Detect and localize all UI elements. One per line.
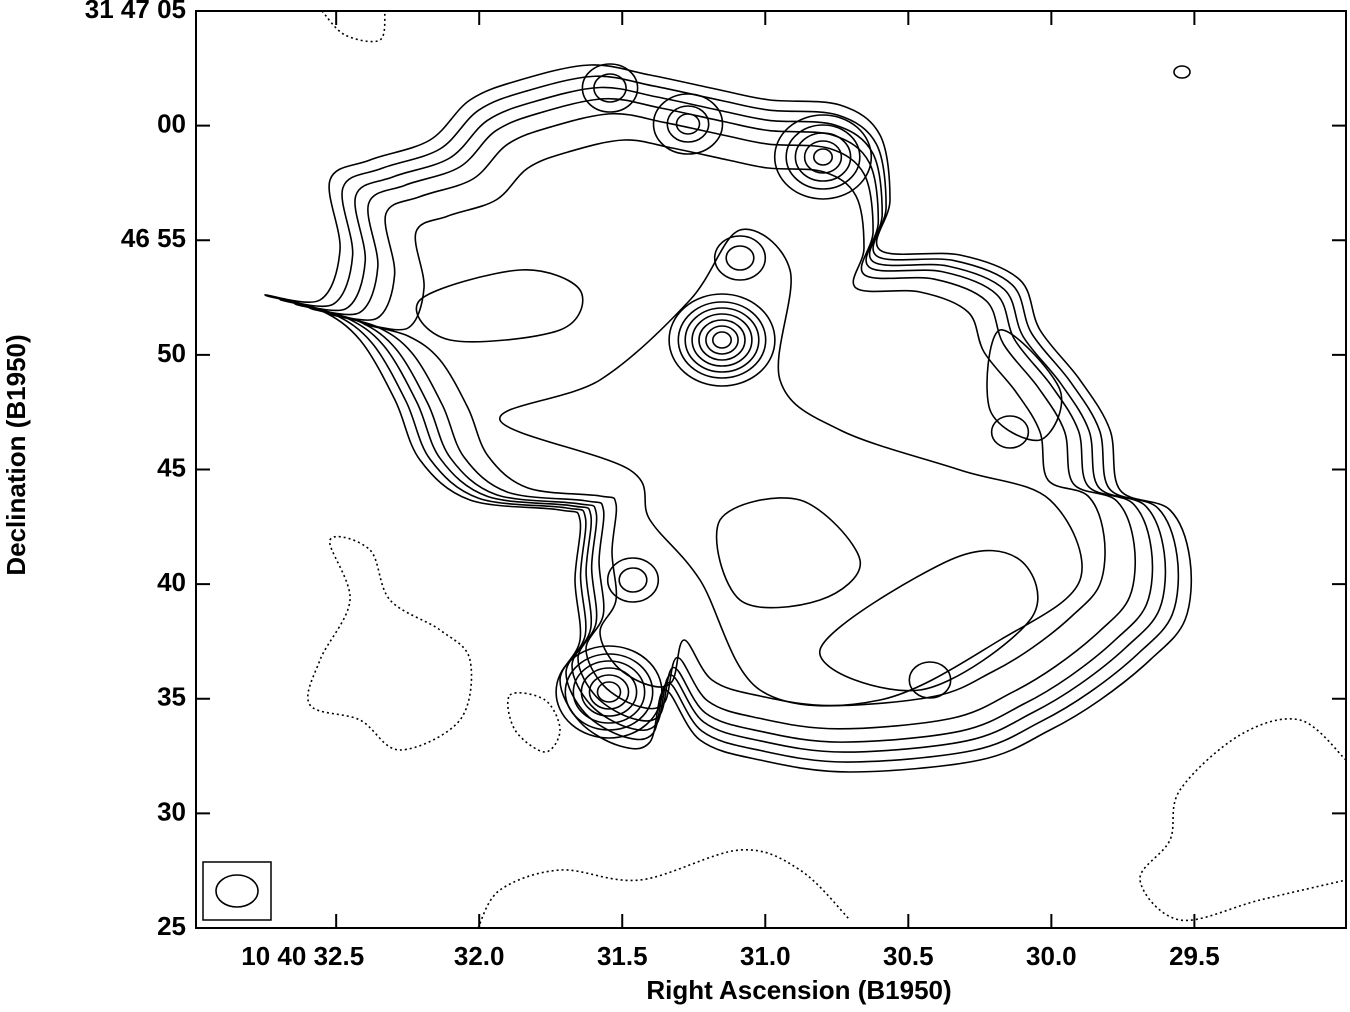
contour bbox=[986, 329, 1063, 442]
beam bbox=[215, 874, 259, 908]
contour bbox=[725, 245, 755, 271]
contour bbox=[581, 63, 639, 113]
y-axis-label: Declination (B1950) bbox=[1, 334, 31, 575]
y-tick-label: 25 bbox=[157, 911, 186, 941]
y-tick-label: 40 bbox=[157, 567, 186, 597]
x-tick-label: 30.5 bbox=[883, 941, 934, 971]
contour bbox=[593, 73, 627, 103]
contour bbox=[698, 319, 746, 361]
beam-box bbox=[202, 861, 272, 921]
contour bbox=[677, 301, 767, 379]
y-tick-label: 45 bbox=[157, 452, 186, 482]
y-tick-label: 00 bbox=[157, 109, 186, 139]
y-tick-label: 30 bbox=[157, 796, 186, 826]
x-tick-label: 31.0 bbox=[740, 941, 791, 971]
contour bbox=[618, 567, 648, 593]
contour bbox=[684, 307, 760, 373]
contour bbox=[990, 415, 1030, 449]
contour bbox=[499, 228, 1083, 707]
contour bbox=[415, 269, 584, 343]
plot-frame bbox=[195, 10, 1347, 929]
contour bbox=[785, 124, 861, 190]
negative-contour bbox=[1139, 718, 1347, 922]
y-tick-label: 31 47 05 bbox=[85, 0, 186, 24]
x-tick-label: 29.5 bbox=[1169, 941, 1220, 971]
contour bbox=[264, 64, 1193, 773]
contour bbox=[675, 113, 701, 135]
contour bbox=[596, 681, 622, 703]
contour bbox=[803, 140, 843, 174]
contour bbox=[668, 293, 776, 387]
contour bbox=[606, 557, 660, 603]
contour bbox=[363, 139, 1106, 707]
negative-contour bbox=[307, 535, 473, 751]
contour bbox=[794, 132, 852, 182]
negative-contour bbox=[507, 692, 561, 753]
contour bbox=[666, 105, 710, 143]
contour bbox=[572, 660, 646, 724]
y-tick-label: 50 bbox=[157, 338, 186, 368]
contour bbox=[705, 325, 739, 355]
x-tick-label: 10 40 32.5 bbox=[241, 941, 364, 971]
x-axis-label: Right Ascension (B1950) bbox=[646, 975, 951, 1005]
y-tick-label: 35 bbox=[157, 682, 186, 712]
y-tick-label: 46 55 bbox=[121, 223, 186, 253]
contour bbox=[293, 86, 1167, 753]
contour bbox=[1173, 65, 1191, 79]
contour bbox=[308, 97, 1154, 743]
contour bbox=[279, 75, 1180, 763]
contour bbox=[580, 667, 638, 717]
contour bbox=[588, 674, 630, 710]
contour bbox=[773, 114, 873, 200]
contour bbox=[555, 645, 663, 739]
negative-contour bbox=[321, 10, 386, 43]
contour bbox=[908, 661, 952, 699]
contour bbox=[711, 331, 732, 349]
x-tick-label: 30.0 bbox=[1026, 941, 1077, 971]
contour bbox=[691, 313, 753, 367]
contour bbox=[564, 653, 654, 731]
x-tick-label: 32.0 bbox=[454, 941, 505, 971]
contour bbox=[652, 93, 724, 155]
contour bbox=[819, 549, 1039, 692]
contour bbox=[328, 112, 1137, 730]
contours bbox=[264, 10, 1347, 929]
x-tick-label: 31.5 bbox=[597, 941, 648, 971]
negative-contour bbox=[477, 849, 851, 929]
contour bbox=[713, 235, 767, 281]
contour bbox=[715, 497, 861, 609]
contour bbox=[812, 148, 833, 166]
